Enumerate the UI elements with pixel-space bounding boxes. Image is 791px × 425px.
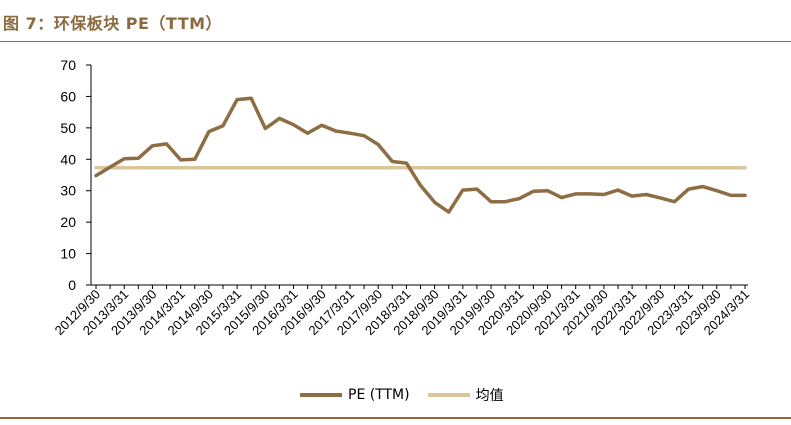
y-tick-label: 30 — [60, 183, 76, 199]
legend-label-pe: PE (TTM) — [348, 387, 410, 403]
y-tick-label: 10 — [60, 246, 76, 262]
y-tick-label: 60 — [60, 88, 76, 104]
top-divider — [0, 41, 791, 42]
y-tick-label: 50 — [60, 120, 76, 136]
legend-swatch-pe — [300, 393, 342, 397]
legend-item-pe: PE (TTM) — [300, 387, 410, 403]
legend-swatch-mean — [427, 393, 470, 397]
bottom-divider — [0, 417, 791, 419]
y-tick-label: 40 — [60, 151, 76, 167]
legend-label-mean: 均值 — [475, 388, 504, 404]
y-axis-ticks: 0 10 20 30 40 50 60 70 — [60, 57, 91, 293]
legend-item-mean: 均值 — [427, 385, 504, 405]
figure-title: 图 7：环保板块 PE（TTM） — [3, 14, 223, 33]
chart-axes — [90, 65, 748, 286]
x-axis-ticks: 2012/9/302013/3/312013/9/302014/3/312014… — [52, 285, 752, 338]
y-tick-label: 20 — [60, 214, 76, 230]
chart-series — [94, 96, 747, 214]
y-tick-label: 70 — [60, 57, 76, 73]
y-tick-label: 0 — [68, 277, 76, 293]
pe-ttm-series-line — [94, 96, 747, 214]
chart-legend: PE (TTM) 均值 — [300, 385, 522, 405]
